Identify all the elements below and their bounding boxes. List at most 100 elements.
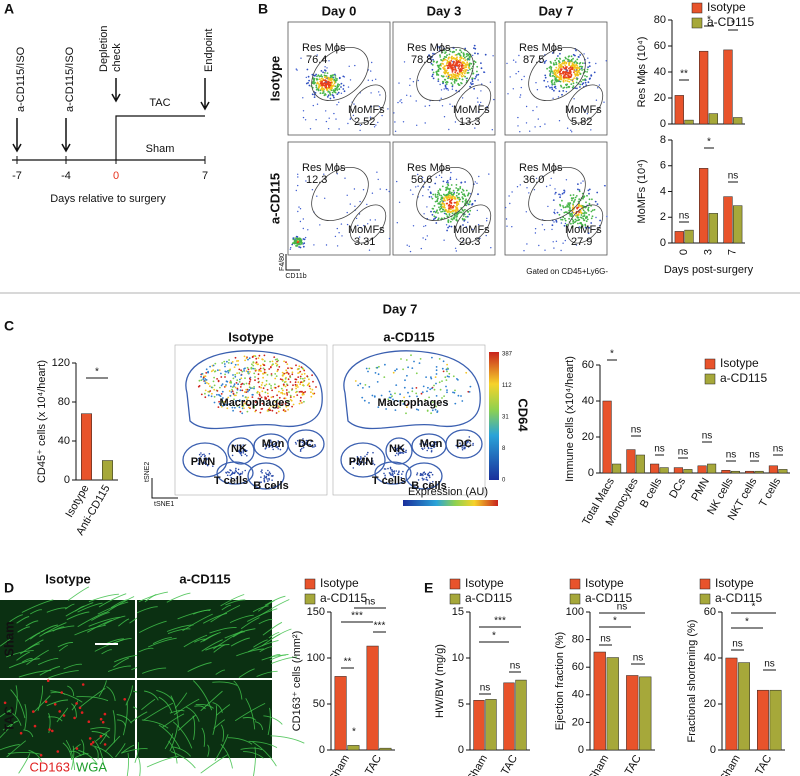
flow-dot: [574, 65, 576, 67]
flow-dot: [584, 214, 586, 216]
flow-dot: [315, 85, 317, 87]
tsne-dot: [446, 391, 448, 393]
tsne-dot: [264, 385, 266, 387]
flow-dot: [459, 187, 461, 189]
tsne-dot: [265, 392, 267, 394]
flow-dot: [327, 72, 329, 74]
flow-dot: [566, 204, 568, 206]
flow-dot: [586, 220, 588, 222]
tsne-dot: [225, 371, 227, 373]
flow-dot: [596, 192, 598, 194]
flow-dot: [455, 187, 457, 189]
flow-dot: [554, 60, 556, 62]
flow-dot: [569, 202, 571, 204]
flow-dot: [573, 82, 575, 84]
flow-dot: [570, 194, 572, 196]
tsne-dot: [291, 389, 293, 391]
flow-dot: [565, 57, 567, 59]
flow-dot: [570, 69, 572, 71]
flow-dot: [573, 68, 575, 70]
tsne-dot: [269, 383, 271, 385]
y-tick-label: 0: [660, 118, 666, 130]
flow-dot: [450, 199, 452, 201]
flow-dot: [336, 104, 337, 105]
tsne-dot: [402, 471, 404, 473]
tsne-dot: [213, 377, 215, 379]
tsne-dot: [247, 367, 249, 369]
flow-dot: [444, 68, 446, 70]
flow-dot: [450, 77, 452, 79]
cd163-cell: [100, 735, 103, 738]
bar: [675, 231, 684, 243]
flow-dot: [486, 220, 487, 221]
flow-dot: [446, 230, 448, 232]
tsne-dot: [208, 383, 210, 385]
tsne-dot: [238, 372, 240, 374]
cd163-cell: [4, 702, 7, 705]
bar: [733, 118, 742, 125]
tsne-dot: [416, 387, 418, 389]
bar: [707, 464, 716, 473]
tsne-dot: [248, 383, 250, 385]
tsne-dot: [251, 367, 253, 369]
flow-dot: [526, 106, 527, 107]
flow-dot: [461, 51, 463, 53]
tsne-dot: [413, 361, 415, 363]
bar: [724, 197, 733, 243]
bar: [486, 699, 497, 750]
x-tick-label: Sham: [587, 753, 612, 776]
flow-dot: [534, 126, 535, 127]
flow-dot: [580, 210, 582, 212]
flow-dot: [437, 196, 439, 198]
flow-dot: [450, 209, 452, 211]
tsne-dot: [445, 386, 447, 388]
flow-dot: [505, 207, 506, 208]
significance-label: ns: [631, 425, 642, 436]
tsne-dot: [259, 392, 261, 394]
tsne-dot: [260, 370, 262, 372]
tsne-dot: [244, 360, 246, 362]
flow-dot: [550, 62, 552, 64]
cd163-cell: [45, 700, 48, 703]
flow-dot: [523, 250, 524, 251]
bar: [733, 206, 742, 243]
flow-dot: [543, 80, 545, 82]
flow-dot: [462, 219, 464, 221]
tsne-dot: [271, 475, 273, 477]
flow-dot: [563, 192, 564, 193]
flow-dot: [581, 84, 583, 86]
tsne-dot: [299, 372, 301, 374]
tsne-dot: [426, 390, 428, 392]
tsne-dot: [273, 356, 275, 358]
bar: [724, 50, 733, 124]
flow-dot: [432, 208, 434, 210]
flow-dot: [580, 205, 582, 207]
flow-dot: [507, 93, 508, 94]
flow-dot: [519, 97, 520, 98]
tsne-dot: [411, 390, 413, 392]
momf-value: 2.52: [354, 116, 375, 128]
flow-dot: [315, 74, 317, 76]
tsne-dot: [404, 379, 406, 381]
panel-letter: C: [4, 318, 14, 334]
tsne-dot: [234, 383, 236, 385]
cd163-cell: [58, 710, 61, 713]
flow-dot: [336, 93, 338, 95]
flow-dot: [445, 82, 447, 84]
flow-dot: [555, 67, 557, 69]
flow-dot: [554, 83, 556, 85]
significance-label: *: [707, 137, 711, 148]
flow-dot: [326, 83, 328, 85]
image-row-title: TAC: [1, 706, 16, 732]
flow-dot: [459, 200, 461, 202]
flow-dot: [337, 245, 338, 246]
flow-dot: [580, 81, 582, 83]
legend-swatch: [450, 579, 460, 589]
flow-dot: [443, 197, 445, 199]
flow-dot: [604, 185, 605, 186]
tsne-dot: [420, 475, 422, 477]
cd163-cell: [123, 698, 126, 701]
flow-dot: [465, 65, 467, 67]
flow-dot: [300, 58, 301, 59]
flow-dot: [459, 49, 461, 51]
